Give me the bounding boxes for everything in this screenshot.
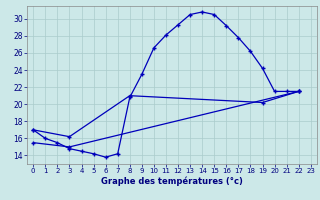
X-axis label: Graphe des températures (°c): Graphe des températures (°c) <box>101 177 243 186</box>
